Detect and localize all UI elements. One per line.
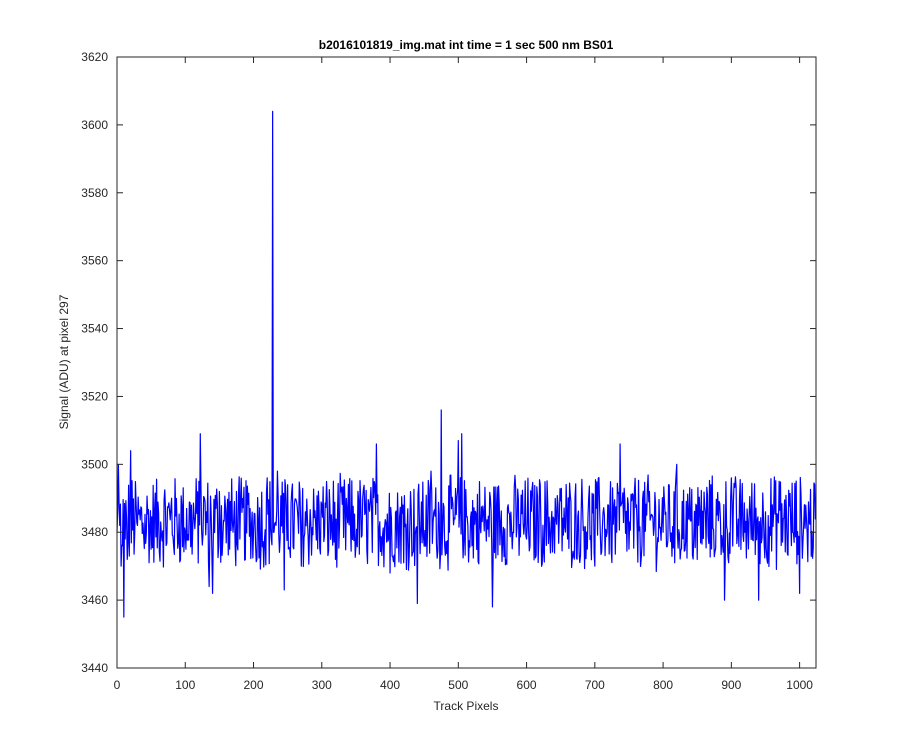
x-tick-label: 500 <box>448 678 468 692</box>
plot-frame <box>116 56 817 669</box>
x-tick-label: 400 <box>380 678 400 692</box>
y-tick-label: 3620 <box>81 50 108 64</box>
x-tick-label: 0 <box>114 678 121 692</box>
x-tick-label: 600 <box>517 678 537 692</box>
y-tick-label: 3520 <box>81 389 108 403</box>
y-axis-label: Signal (ADU) at pixel 297 <box>57 294 71 429</box>
y-tick-label: 3600 <box>81 118 108 132</box>
y-tick-label: 3560 <box>81 254 108 268</box>
plot-area <box>116 110 817 618</box>
y-tick-label: 3460 <box>81 593 108 607</box>
signal-series-line <box>116 110 817 618</box>
x-tick-label: 1000 <box>786 678 813 692</box>
y-tick-label: 3440 <box>81 661 108 675</box>
x-tick-label: 300 <box>312 678 332 692</box>
x-axis-label: Track Pixels <box>434 699 499 713</box>
y-tick-label: 3540 <box>81 322 108 336</box>
y-tick-label: 3580 <box>81 186 108 200</box>
x-axis-ticks: 0 100 200 300 400 500 600 700 800 900 1000 <box>114 57 813 692</box>
y-tick-label: 3480 <box>81 525 108 539</box>
x-tick-label: 200 <box>244 678 264 692</box>
y-tick-label: 3500 <box>81 457 108 471</box>
chart-title: b2016101819_img.mat int time = 1 sec 500… <box>319 38 614 52</box>
x-tick-label: 900 <box>721 678 741 692</box>
x-tick-label: 100 <box>175 678 195 692</box>
x-tick-label: 800 <box>653 678 673 692</box>
y-axis-ticks: 3440 3460 3480 3500 3520 3540 3560 3580 3600 3620 <box>81 50 816 675</box>
x-tick-label: 700 <box>585 678 605 692</box>
